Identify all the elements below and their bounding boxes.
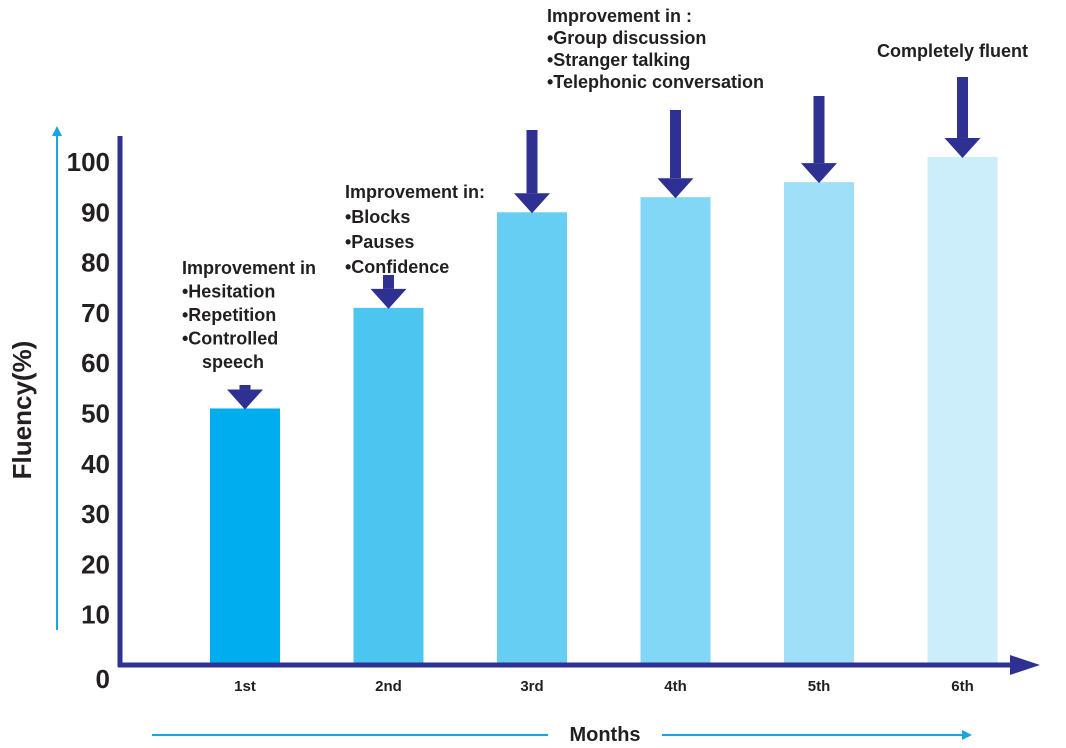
y-axis-label: Fluency(%)	[7, 341, 37, 480]
x-tick-label: 4th	[664, 678, 687, 695]
bar-4th	[640, 197, 711, 665]
x-tick-label: 2nd	[375, 678, 402, 695]
annotation-line: •Controlled	[182, 329, 278, 349]
annotation-line: •Hesitation	[182, 282, 275, 302]
pointer-arrow-head	[227, 389, 263, 410]
pointer-arrow-head	[657, 178, 694, 199]
pointer-arrow-head	[514, 193, 550, 214]
y-tick-label: 100	[67, 147, 110, 177]
annotation-line: Improvement in:	[345, 182, 485, 202]
annotation-line: Improvement in	[182, 258, 316, 278]
y-tick-label: 10	[81, 600, 110, 630]
annotation-text: Improvement in : •Group discussion •Strang…	[547, 6, 764, 92]
annotation-line: •Confidence	[345, 257, 449, 277]
bar-6th	[927, 156, 998, 665]
annotation-line: •Group discussion	[547, 28, 706, 48]
x-tick-label: 3rd	[520, 678, 543, 695]
y-tick-label: 60	[81, 348, 110, 378]
annotation-line: •Blocks	[345, 207, 410, 227]
pointer-arrow-shaft	[670, 110, 681, 179]
y-tick-label: 20	[81, 549, 110, 579]
pointer-arrow-shaft	[957, 77, 968, 138]
pointer-arrow-shaft	[383, 275, 394, 289]
pointer-arrow-head	[370, 288, 407, 309]
y-tick-label: 80	[81, 248, 110, 278]
x-tick-label: 6th	[951, 678, 974, 695]
annotation-line: •Repetition	[182, 305, 276, 325]
annotation-line: •Telephonic conversation	[547, 72, 764, 92]
y-tick-label: 40	[81, 449, 110, 479]
y-tick-label: 50	[81, 399, 110, 429]
x-axis-label: Months	[569, 724, 640, 746]
bar-5th	[784, 182, 854, 665]
y-tick-label: 70	[81, 298, 110, 328]
y-tick-label: 90	[81, 197, 110, 227]
annotation-text: Improvement in: •Blocks •Pauses •Confidence	[345, 182, 485, 277]
pointer-arrow-shaft	[813, 96, 825, 164]
x-tick-label: 1st	[234, 678, 256, 695]
pointer-arrow-shaft	[239, 385, 251, 390]
pointer-arrow-head	[944, 137, 981, 158]
pointer-arrow-shaft	[526, 130, 538, 194]
annotation-text: Improvement in •Hesitation •Repetition •Con…	[182, 258, 316, 372]
x-axis-arrowhead	[1010, 655, 1040, 675]
y-tick-label: 30	[81, 499, 110, 529]
pointer-arrow-head	[801, 163, 837, 184]
annotation-line: Improvement in :	[547, 6, 692, 26]
bar-1st	[210, 408, 280, 665]
annotation-line: •Pauses	[345, 232, 414, 252]
annotation-line: speech	[182, 352, 264, 372]
x-tick-label: 5th	[808, 678, 831, 695]
annotation-text: Completely fluent	[877, 41, 1028, 61]
y-tick-label: 0	[96, 664, 110, 694]
annotation-line: Completely fluent	[877, 41, 1028, 61]
bar-3rd	[497, 212, 567, 666]
annotation-line: •Stranger talking	[547, 50, 690, 70]
bar-2nd	[353, 307, 424, 665]
